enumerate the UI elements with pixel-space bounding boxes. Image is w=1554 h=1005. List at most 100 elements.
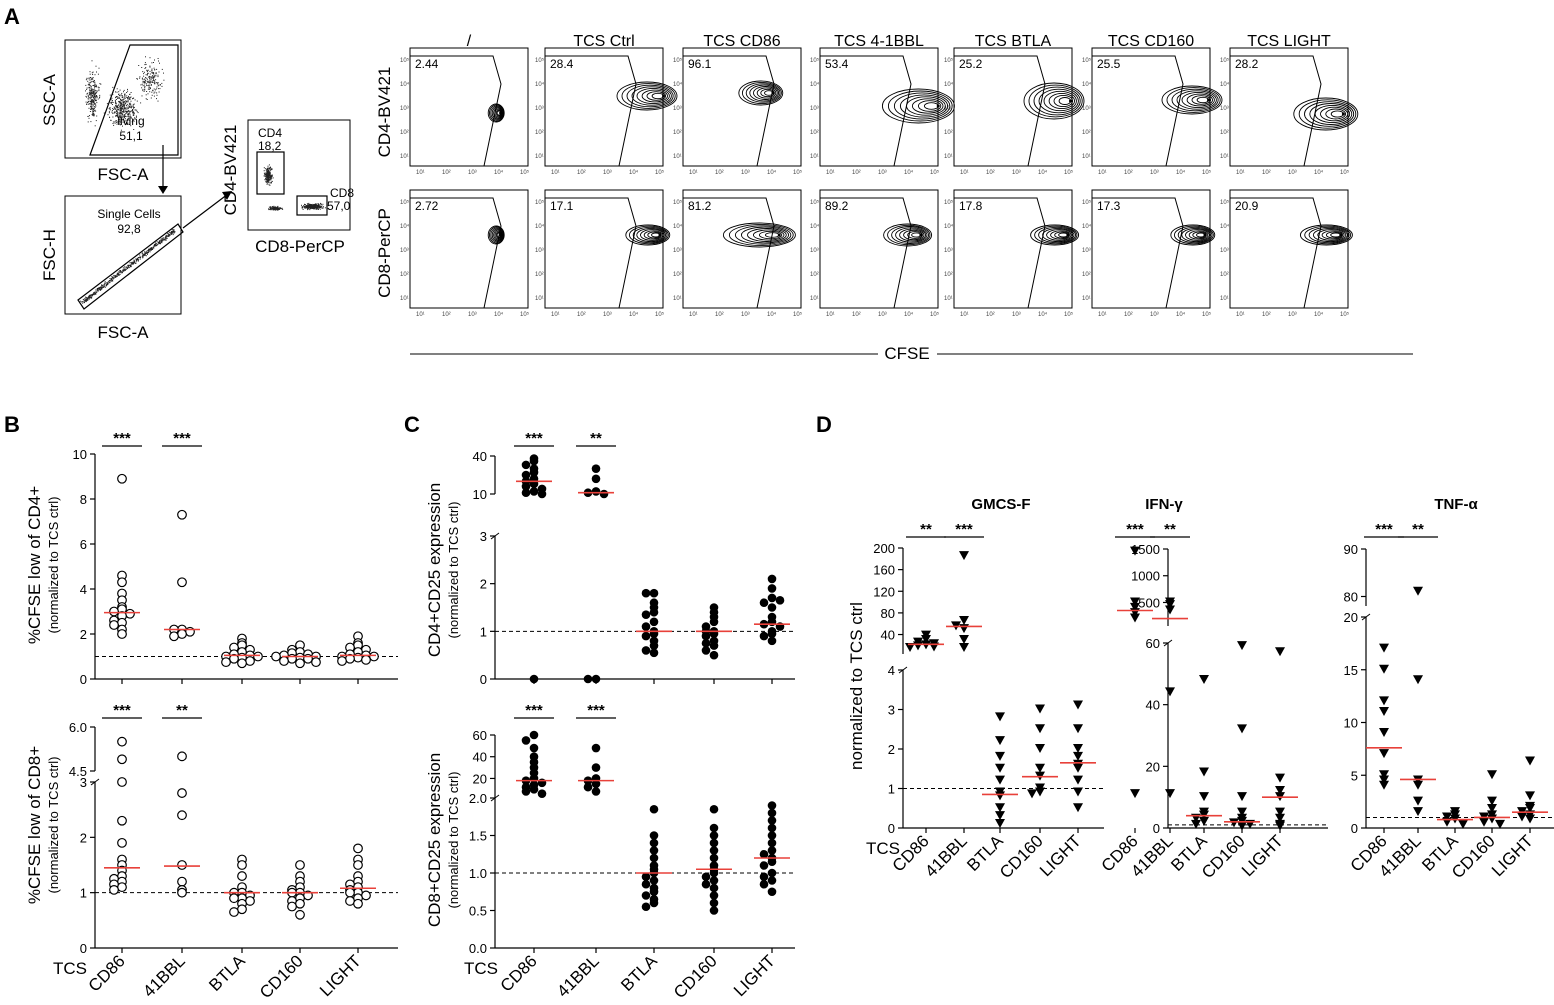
event-dot xyxy=(146,69,148,71)
event-dot xyxy=(320,203,322,205)
data-point xyxy=(361,654,371,665)
data-point xyxy=(295,658,305,669)
event-dot xyxy=(131,105,133,107)
event-dot xyxy=(96,115,98,117)
event-dot xyxy=(126,123,128,125)
contour-column-header: / xyxy=(467,33,472,50)
event-dot xyxy=(115,105,117,107)
data-point xyxy=(709,831,719,840)
density-contour xyxy=(1038,226,1077,244)
event-dot xyxy=(119,123,121,125)
data-point xyxy=(1130,597,1140,607)
event-dot xyxy=(115,91,116,93)
event-dot xyxy=(308,208,310,210)
event-dot xyxy=(81,301,83,303)
event-dot xyxy=(148,76,150,78)
data-point xyxy=(767,831,777,840)
data-point xyxy=(1035,763,1045,773)
b-bottom-ylabel-2: (normalized to TCS ctrl) xyxy=(46,756,61,893)
event-dot xyxy=(93,92,95,94)
b-tcs-prefix: TCS xyxy=(53,959,87,978)
gating-plot-3-frame xyxy=(247,119,351,231)
cfse-low-percentage: 17.8 xyxy=(959,199,983,213)
event-dot xyxy=(168,234,170,236)
c-bottom-ylabel-2: (normalized to TCS ctrl) xyxy=(446,771,461,908)
event-dot xyxy=(119,108,121,109)
event-dot xyxy=(107,281,109,283)
density-contour xyxy=(740,226,790,244)
event-dot xyxy=(112,86,114,88)
data-point xyxy=(521,787,531,796)
event-dot xyxy=(153,82,155,84)
event-dot xyxy=(94,85,96,87)
data-point xyxy=(995,775,1005,785)
contour-y-tick: 10⁵ xyxy=(400,57,410,64)
event-dot xyxy=(92,95,94,96)
event-dot xyxy=(93,101,95,103)
event-dot xyxy=(165,238,167,240)
event-dot xyxy=(158,84,160,86)
y-tick-label: 4 xyxy=(80,582,87,597)
y-tick-label: 0 xyxy=(480,672,487,687)
density-contour xyxy=(758,230,783,240)
event-dot xyxy=(313,205,315,207)
event-dot xyxy=(86,296,88,298)
contour-y-tick: 10² xyxy=(944,130,953,136)
data-point xyxy=(1199,816,1209,826)
data-point xyxy=(529,456,539,466)
data-point xyxy=(767,629,777,639)
event-dot xyxy=(121,102,123,104)
density-contour xyxy=(1181,227,1212,243)
event-dot xyxy=(125,109,127,111)
event-dot xyxy=(89,103,91,105)
data-point xyxy=(117,736,127,747)
x-category-label: LIGHT xyxy=(1036,831,1085,880)
contour-y-tick: 10⁴ xyxy=(810,223,820,230)
event-dot xyxy=(146,99,148,100)
event-dot xyxy=(305,207,307,209)
cfse-low-percentage: 17.1 xyxy=(550,199,574,213)
data-point xyxy=(649,617,659,627)
event-dot xyxy=(133,113,135,115)
event-dot xyxy=(308,202,310,204)
event-dot xyxy=(91,108,93,109)
event-dot xyxy=(145,63,147,65)
density-contour xyxy=(749,84,780,102)
event-dot xyxy=(131,110,133,112)
contour-y-tick: 10¹ xyxy=(400,154,409,160)
event-dot xyxy=(87,95,89,97)
event-dot xyxy=(123,105,125,107)
contour-y-tick: 10³ xyxy=(1082,106,1091,112)
contour-x-tick: 10² xyxy=(986,170,995,176)
event-dot xyxy=(122,111,124,113)
event-dot xyxy=(95,95,97,97)
event-dot xyxy=(115,97,116,99)
contour-y-tick: 10³ xyxy=(673,248,682,254)
density-contour xyxy=(1308,226,1350,244)
event-dot xyxy=(116,105,118,106)
event-dot xyxy=(146,91,148,92)
data-point xyxy=(759,879,769,889)
event-dot xyxy=(137,258,139,260)
data-point xyxy=(169,631,179,642)
event-dot xyxy=(126,92,128,93)
event-dot xyxy=(145,98,147,100)
contour-x-tick: 10³ xyxy=(741,312,750,318)
event-dot xyxy=(160,238,162,240)
event-dot xyxy=(119,120,121,122)
data-point xyxy=(1073,763,1083,773)
event-dot xyxy=(119,97,121,99)
event-dot xyxy=(88,92,90,94)
contour-x-tick: 10⁴ xyxy=(1176,169,1186,176)
event-dot xyxy=(111,280,113,282)
event-dot xyxy=(112,116,114,118)
event-dot xyxy=(151,70,153,72)
y-tick-label: 4.5 xyxy=(69,764,87,779)
event-dot xyxy=(149,73,151,75)
significance-stars: *** xyxy=(1375,521,1393,538)
contour-x-tick: 10⁵ xyxy=(793,169,803,176)
event-dot xyxy=(149,248,151,250)
event-dot xyxy=(148,84,150,86)
event-dot xyxy=(107,114,109,116)
event-dot xyxy=(124,110,126,112)
